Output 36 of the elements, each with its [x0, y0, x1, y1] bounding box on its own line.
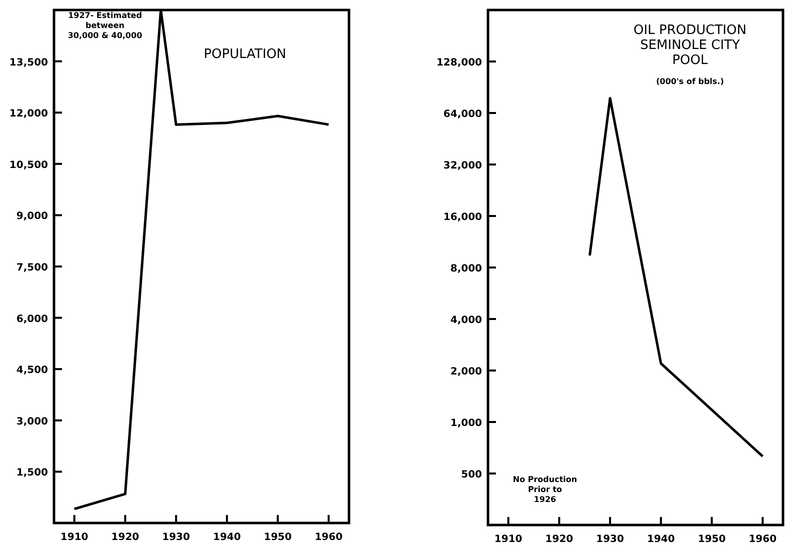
y-tick-label: 32,000	[443, 160, 482, 172]
y-tick-label: 1,000	[450, 418, 482, 429]
y-tick-label: 4,000	[450, 315, 482, 326]
x-tick-label: 1950	[698, 534, 726, 545]
y-tick-label: 10,500	[9, 160, 48, 171]
y-tick-label: 1,500	[16, 468, 48, 479]
x-tick-label: 1910	[494, 534, 522, 545]
x-tick-label: 1910	[60, 532, 88, 543]
annotation: No Production Prior to 1926	[512, 475, 578, 504]
y-tick-label: 4,500	[16, 365, 48, 376]
x-tick-label: 1940	[647, 534, 675, 545]
y-tick-label: 6,000	[16, 314, 48, 325]
x-tick-label: 1940	[213, 532, 241, 543]
y-tick-label: 3,000	[16, 416, 48, 428]
y-tick-label: 9,000	[16, 211, 48, 222]
y-tick-label: 64,000	[443, 109, 482, 120]
text: (000's of bbls.)	[656, 77, 724, 86]
x-tick-label: 1930	[162, 532, 190, 543]
y-tick-label: 12,000	[9, 108, 48, 120]
x-tick-label: 1950	[264, 532, 292, 543]
x-tick-label: 1920	[545, 534, 574, 545]
y-tick-label: 8,000	[450, 264, 482, 274]
text: OIL PRODUCTION SEMINOLE CITY POOL	[634, 23, 746, 68]
x-tick-label: 1930	[596, 534, 624, 545]
line-series	[588, 97, 764, 458]
text: POPULATION	[204, 47, 286, 62]
x-tick-label: 1960	[748, 534, 777, 545]
x-tick-label: 1920	[111, 532, 140, 543]
y-tick-label: 500	[461, 470, 482, 480]
y-tick-label: 7,500	[16, 262, 48, 274]
y-tick-label: 2,000	[450, 366, 482, 378]
y-tick-label: 128,000	[436, 58, 482, 68]
annotation: 1927- Estimated between 30,000 & 40,000	[68, 11, 143, 40]
x-tick-label: 1960	[314, 532, 343, 543]
y-tick-label: 16,000	[443, 212, 482, 223]
y-tick-label: 13,500	[9, 57, 48, 68]
